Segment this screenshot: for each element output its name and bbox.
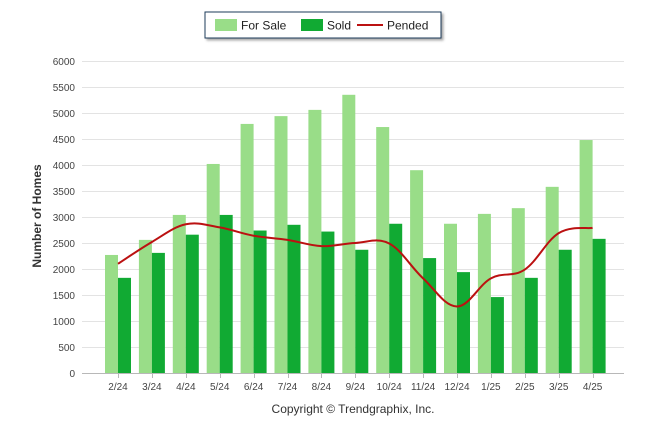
bar-sold[interactable]	[558, 249, 572, 373]
bar-for-sale[interactable]	[444, 223, 457, 373]
bar-for-sale[interactable]	[477, 213, 491, 373]
bar-for-sale[interactable]	[545, 186, 559, 373]
legend-swatch-sold	[301, 19, 323, 31]
x-tick-label: 6/24	[244, 382, 264, 393]
bar-for-sale[interactable]	[376, 127, 390, 373]
legend-swatch-for-sale	[215, 19, 237, 31]
y-tick-label: 0	[69, 369, 75, 380]
bar-sold[interactable]	[490, 297, 504, 373]
y-tick-label: 1500	[53, 291, 76, 302]
bar-for-sale[interactable]	[579, 140, 593, 373]
line-pended[interactable]	[117, 222, 593, 308]
y-axis-title: Number of Homes	[30, 164, 44, 268]
y-tick-label: 500	[58, 343, 75, 354]
x-tick-label: 5/24	[210, 382, 230, 393]
bar-for-sale[interactable]	[105, 254, 118, 373]
y-tick-label: 4000	[53, 161, 76, 172]
bar-for-sale[interactable]	[206, 163, 220, 373]
bar-sold[interactable]	[389, 223, 403, 373]
bar-sold[interactable]	[219, 214, 233, 373]
y-tick-label: 3000	[53, 213, 76, 224]
bar-sold[interactable]	[524, 277, 538, 373]
bar-sold[interactable]	[151, 252, 165, 373]
bar-sold[interactable]	[457, 272, 470, 373]
x-tick-label: 4/25	[583, 382, 603, 393]
legend-label-for-sale: For Sale	[241, 19, 287, 33]
x-tick-label: 3/24	[142, 382, 162, 393]
y-axis-ticks: 0 500 1000 1500 2000 2500 3000 3500 4000 4500 5000…	[53, 57, 76, 380]
x-tick-label: 2/24	[108, 382, 128, 393]
legend-item-for-sale[interactable]: For Sale	[215, 19, 287, 33]
y-tick-label: 4500	[53, 135, 76, 146]
y-tick-label: 3500	[53, 187, 76, 198]
x-tick-label: 4/24	[176, 382, 196, 393]
copyright-credit: Copyright © Trendgraphix, Inc.	[272, 402, 435, 416]
y-tick-label: 2500	[53, 239, 76, 250]
y-tick-label: 2000	[53, 265, 76, 276]
bar-for-sale[interactable]	[240, 123, 254, 373]
bars	[105, 94, 606, 374]
legend-label-pended: Pended	[387, 19, 428, 33]
pended-line-layer	[117, 222, 593, 308]
bar-for-sale[interactable]	[172, 214, 186, 373]
bar-sold[interactable]	[287, 224, 301, 373]
bar-for-sale[interactable]	[138, 239, 152, 373]
x-tick-label: 2/25	[515, 382, 535, 393]
x-tick-label: 10/24	[377, 382, 402, 393]
bar-for-sale[interactable]	[274, 116, 288, 374]
x-tick-label: 8/24	[312, 382, 332, 393]
x-tick-label: 7/24	[278, 382, 298, 393]
y-tick-label: 5000	[53, 109, 76, 120]
x-tick-label: 9/24	[346, 382, 366, 393]
bar-for-sale[interactable]	[342, 94, 356, 374]
x-tick-label: 12/24	[444, 382, 469, 393]
bar-sold[interactable]	[253, 230, 267, 373]
legend-item-pended[interactable]: Pended	[357, 19, 428, 33]
bar-sold[interactable]	[185, 234, 199, 373]
legend-item-sold[interactable]: Sold	[301, 19, 351, 33]
x-tick-label: 3/25	[549, 382, 569, 393]
y-tick-label: 5500	[53, 83, 76, 94]
bar-for-sale[interactable]	[308, 109, 322, 373]
legend-label-sold: Sold	[327, 19, 351, 33]
y-tick-label: 6000	[53, 57, 76, 68]
legend: For Sale Sold Pended	[204, 11, 442, 39]
bar-sold[interactable]	[355, 249, 369, 373]
bar-sold[interactable]	[118, 277, 131, 373]
x-tick-label: 1/25	[481, 382, 501, 393]
x-axis-ticks: 2/24 3/24 4/24 5/24 6/24 7/24 8/24 9/24 10/24 11/…	[108, 373, 603, 393]
bar-sold[interactable]	[592, 238, 606, 373]
bar-sold[interactable]	[423, 258, 437, 373]
bar-for-sale[interactable]	[511, 208, 525, 373]
x-tick-label: 11/24	[411, 382, 436, 393]
bar-sold[interactable]	[321, 231, 335, 373]
y-tick-label: 1000	[53, 317, 76, 328]
